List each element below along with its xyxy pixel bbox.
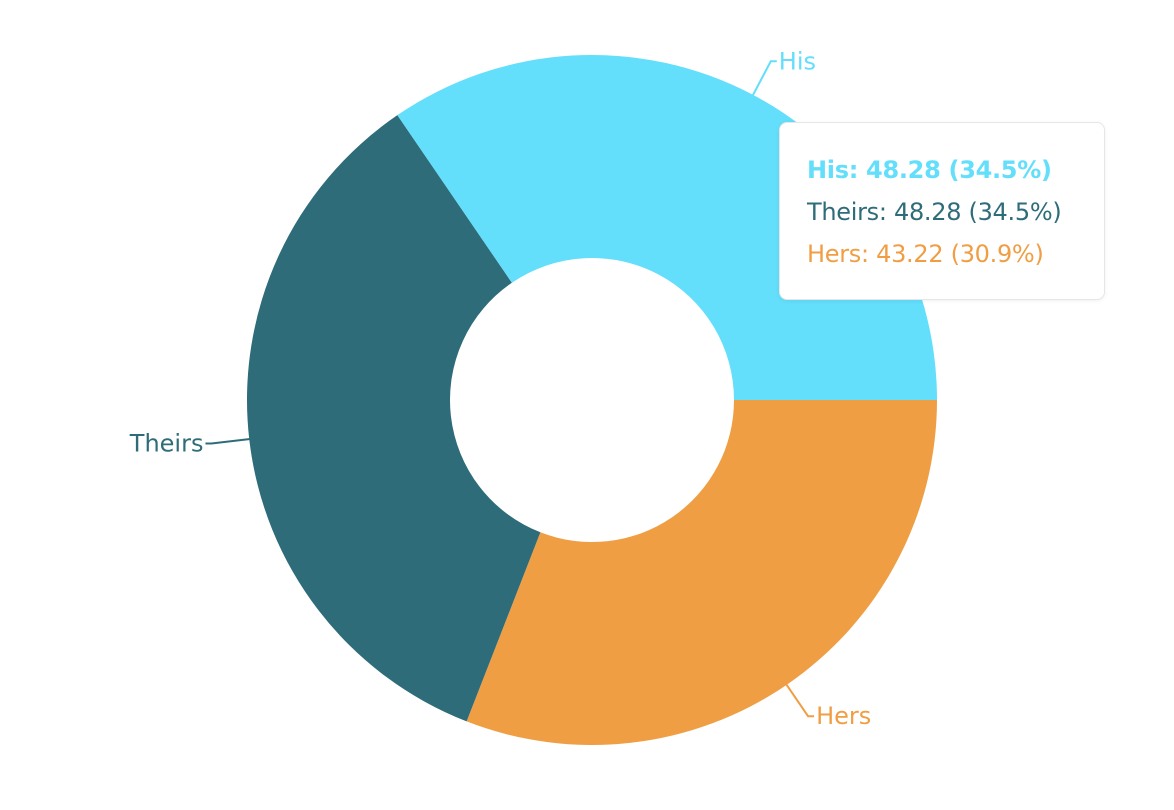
slice-theirs[interactable] (247, 115, 541, 722)
slice-hers[interactable] (466, 400, 937, 745)
slice-label-theirs: Theirs (129, 429, 204, 457)
leader-line-theirs (205, 437, 252, 445)
chart-tooltip: His: 48.28 (34.5%) Theirs: 48.28 (34.5%)… (779, 122, 1105, 300)
slice-labels-layer: Hers Theirs His (129, 47, 871, 730)
tooltip-row-his: His: 48.28 (34.5%) (807, 156, 1052, 184)
leader-line-his (751, 60, 777, 98)
leader-line-hers (784, 682, 815, 718)
tooltip-row-theirs: Theirs: 48.28 (34.5%) (807, 198, 1062, 226)
slice-label-hers: Hers (816, 702, 871, 730)
leader-lines-layer (205, 60, 815, 718)
slice-label-his: His (779, 47, 816, 75)
tooltip-row-hers: Hers: 43.22 (30.9%) (807, 240, 1044, 268)
